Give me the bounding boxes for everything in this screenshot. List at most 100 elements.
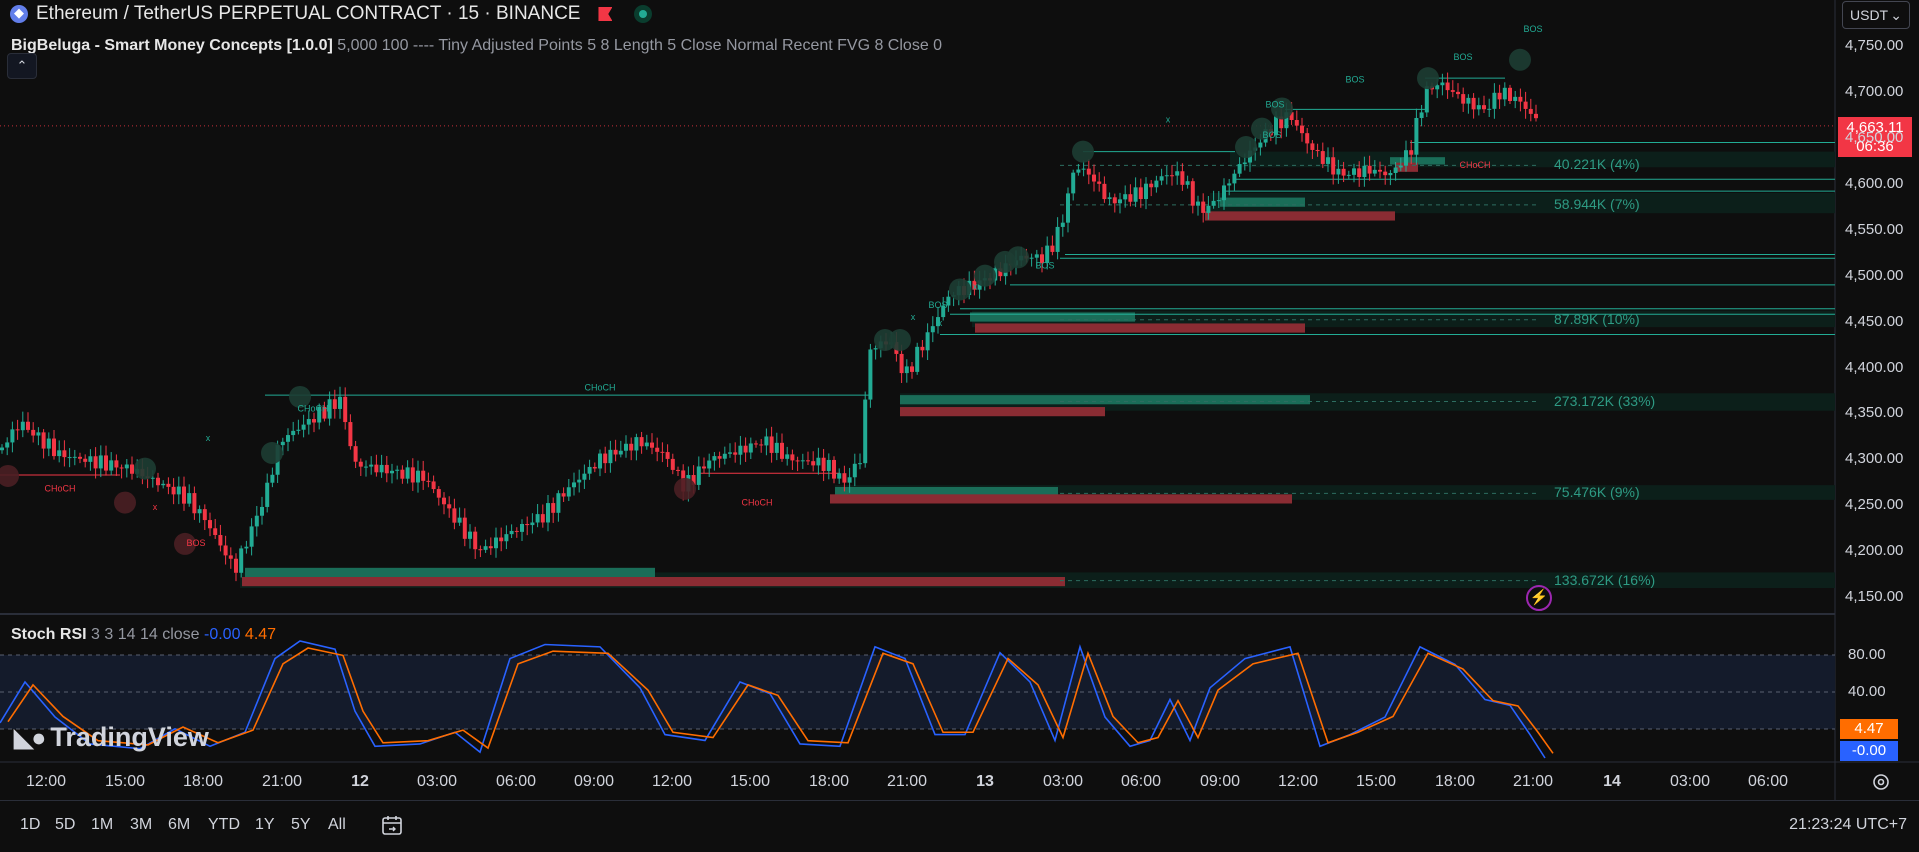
candle-body xyxy=(749,443,753,452)
candle-body xyxy=(816,458,820,466)
candle-body xyxy=(1477,105,1481,109)
candle-body xyxy=(1524,102,1528,109)
candle-body xyxy=(650,443,654,448)
candle-body xyxy=(780,443,784,459)
candle-body xyxy=(494,538,498,549)
candle-body xyxy=(848,477,852,482)
candle-body xyxy=(218,535,222,545)
currency-selector[interactable]: USDT ⌄ xyxy=(1842,1,1910,29)
candle-body xyxy=(1170,175,1174,176)
candle-body xyxy=(239,548,243,572)
indicator-name[interactable]: BigBeluga - Smart Money Concepts [1.0.0] xyxy=(11,37,333,54)
candle-body xyxy=(926,332,930,350)
structure-label: CHoCH xyxy=(297,404,328,414)
candle-body xyxy=(1420,112,1424,118)
candle-body xyxy=(1399,166,1403,168)
candle-body xyxy=(515,531,519,532)
structure-label: x xyxy=(153,502,158,512)
timeframe-button-1d[interactable]: 1D xyxy=(20,816,40,834)
timeframe-button-6m[interactable]: 6M xyxy=(168,816,190,834)
structure-label: BOS xyxy=(1345,75,1364,85)
price-axis-label: 4,450.00 xyxy=(1845,313,1903,330)
candle-body xyxy=(369,465,373,467)
candle-body xyxy=(416,471,420,483)
candle-body xyxy=(1331,157,1335,174)
indicator-legend[interactable]: BigBeluga - Smart Money Concepts [1.0.0]… xyxy=(11,37,942,55)
liquidity-zone xyxy=(830,494,1292,503)
time-axis-label: 21:00 xyxy=(885,773,929,791)
candle-body xyxy=(853,464,857,477)
candle-body xyxy=(837,473,841,478)
candle-body xyxy=(395,470,399,471)
candle-body xyxy=(707,461,711,469)
market-status-icon[interactable] xyxy=(634,5,652,23)
flag-icon[interactable] xyxy=(598,7,612,21)
tradingview-logo[interactable]: ◣● TradingView xyxy=(14,722,209,753)
candle-body xyxy=(598,454,602,469)
candle-body xyxy=(359,462,363,467)
candle-body xyxy=(1102,184,1106,199)
timeframe-button-1y[interactable]: 1Y xyxy=(255,816,275,834)
candle-body xyxy=(198,509,202,513)
liquidity-zone xyxy=(975,323,1305,332)
stoch-name[interactable]: Stoch RSI xyxy=(11,626,87,643)
axis-settings-icon[interactable] xyxy=(1870,771,1892,793)
stoch-legend[interactable]: Stoch RSI 3 3 14 14 close -0.00 4.47 xyxy=(11,626,276,644)
candle-body xyxy=(510,531,514,534)
candle-body xyxy=(172,487,176,495)
bottom-toolbar xyxy=(0,800,1919,852)
candle-body xyxy=(1175,171,1179,175)
chevron-down-icon: ⌄ xyxy=(1890,7,1902,24)
candle-body xyxy=(915,347,919,372)
candle-body xyxy=(1076,170,1080,173)
lightning-icon[interactable]: ⚡ xyxy=(1526,585,1552,611)
candle-body xyxy=(790,454,794,460)
candle-body xyxy=(442,498,446,505)
candle-body xyxy=(1243,163,1247,165)
candle-body xyxy=(764,436,768,445)
clock[interactable]: 21:23:24 UTC+7 xyxy=(1789,816,1907,834)
time-axis-label: 03:00 xyxy=(1668,773,1712,791)
timeframe-button-3m[interactable]: 3M xyxy=(130,816,152,834)
candle-body xyxy=(406,467,410,478)
structure-label: CHoCH xyxy=(741,497,772,507)
time-axis-label: 21:00 xyxy=(1511,773,1555,791)
time-axis-label: 18:00 xyxy=(807,773,851,791)
candle-body xyxy=(842,473,846,482)
symbol-title[interactable]: Ethereum / TetherUS PERPETUAL CONTRACT ·… xyxy=(10,3,652,25)
timeframe-button-5y[interactable]: 5Y xyxy=(291,816,311,834)
candle-body xyxy=(614,450,618,455)
candle-body xyxy=(468,532,472,539)
candle-body xyxy=(182,487,186,504)
candle-body xyxy=(380,465,384,472)
timeframe-button-all[interactable]: All xyxy=(328,816,346,834)
candle-body xyxy=(868,349,872,399)
currency-label: USDT xyxy=(1850,7,1888,23)
price-axis-label: 4,350.00 xyxy=(1845,404,1903,421)
candle-body xyxy=(400,470,404,479)
candle-body xyxy=(1196,202,1200,206)
candle-body xyxy=(832,460,836,479)
timeframe-button-1m[interactable]: 1M xyxy=(91,816,113,834)
candle-body xyxy=(1128,194,1132,202)
candle-body xyxy=(291,431,295,435)
collapse-legend-button[interactable]: ⌃ xyxy=(7,53,37,79)
candle-body xyxy=(702,466,706,468)
candle-body xyxy=(634,437,638,450)
structure-label: x xyxy=(1166,114,1171,124)
candle-body xyxy=(619,451,623,455)
calendar-goto-icon[interactable] xyxy=(380,813,404,837)
time-axis-label: 12:00 xyxy=(1276,773,1320,791)
candle-body xyxy=(1394,167,1398,173)
timeframe-button-5d[interactable]: 5D xyxy=(55,816,75,834)
candle-body xyxy=(203,509,207,520)
candle-body xyxy=(1310,143,1314,150)
ethereum-icon xyxy=(10,5,28,23)
candle-body xyxy=(1461,94,1465,104)
candle-body xyxy=(1134,187,1138,201)
time-axis-label: 06:00 xyxy=(1746,773,1790,791)
swing-high-marker xyxy=(889,329,911,351)
candle-body xyxy=(525,524,529,525)
timeframe-button-ytd[interactable]: YTD xyxy=(208,816,240,834)
